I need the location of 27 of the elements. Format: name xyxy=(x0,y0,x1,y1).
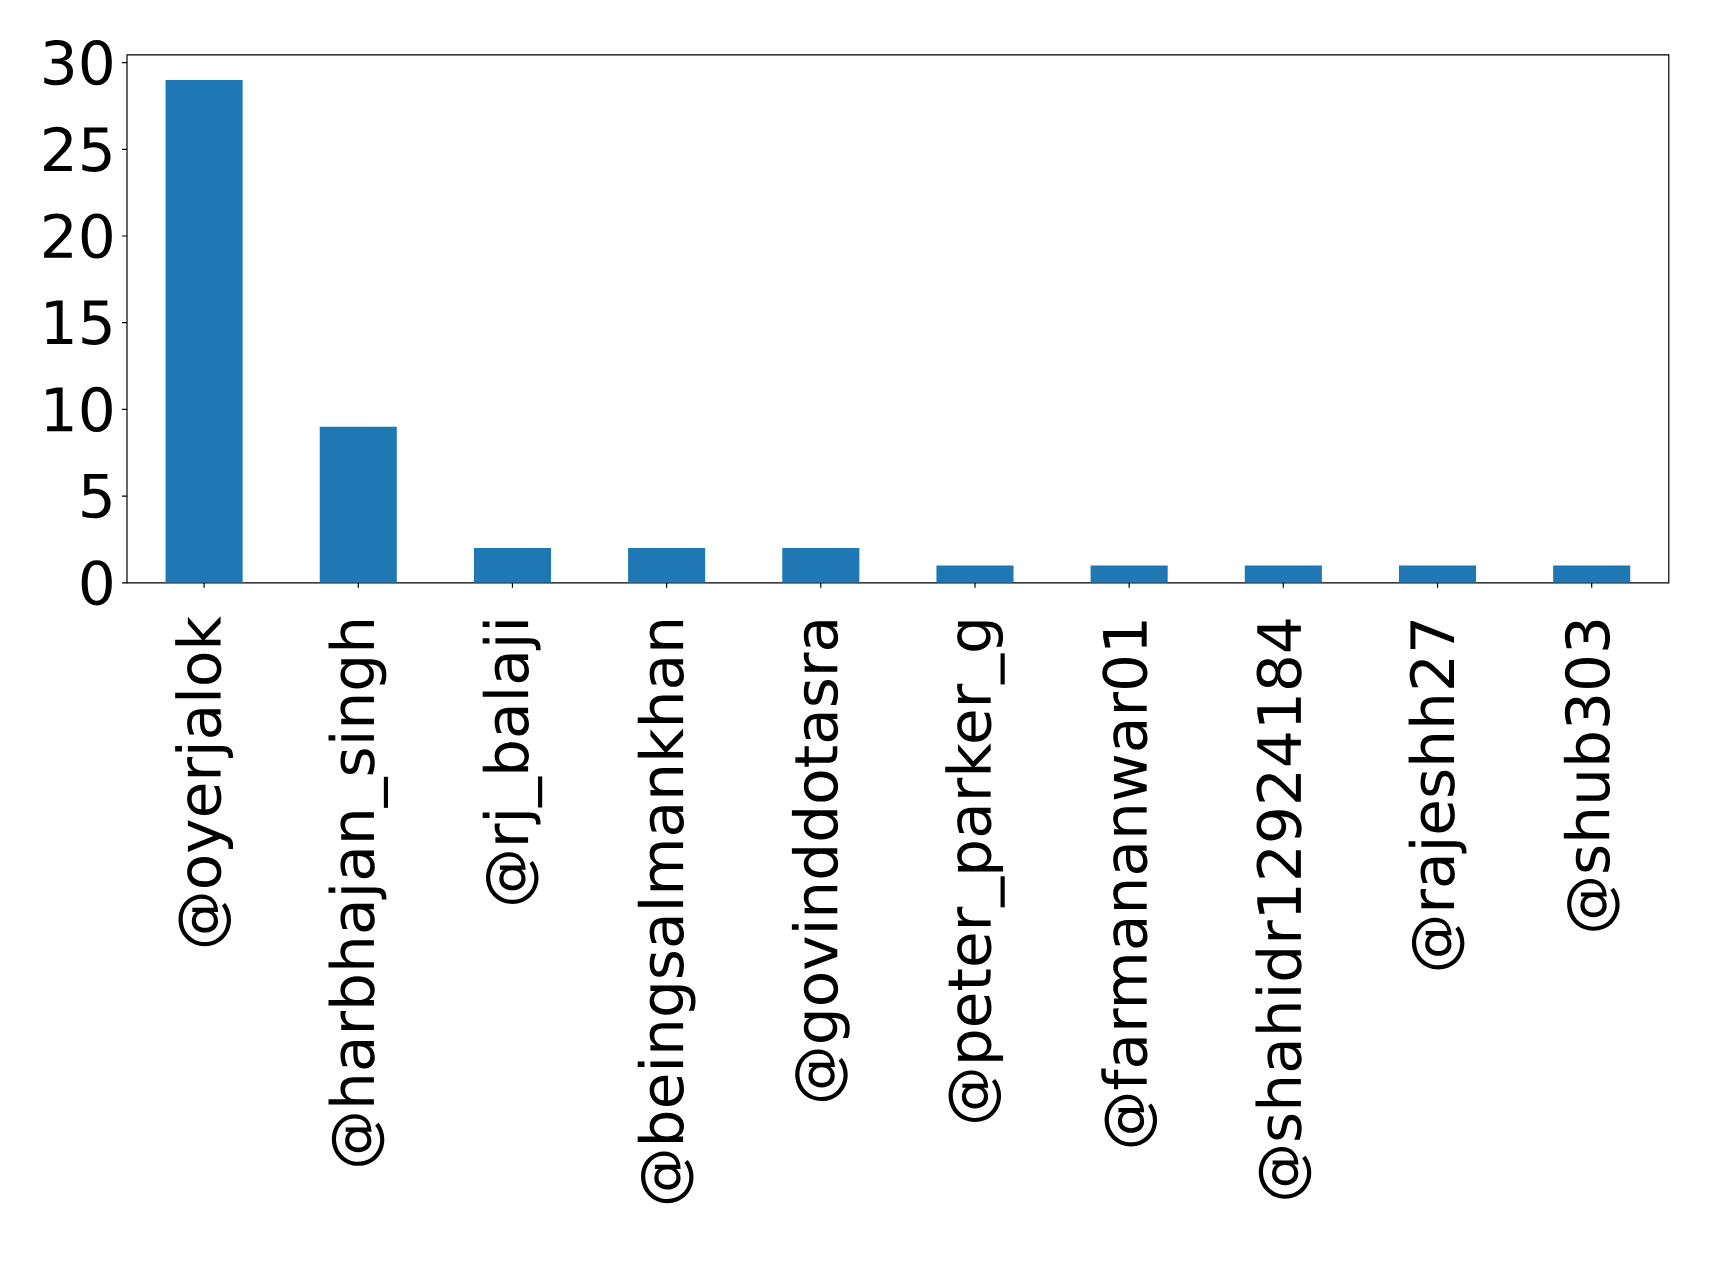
y-tick-label: 30 xyxy=(44,39,112,86)
x-tick-label: @rajeshh27 xyxy=(1408,621,1467,970)
y-tick-label: 20 xyxy=(44,213,112,259)
bar xyxy=(473,548,551,583)
bar xyxy=(165,79,243,583)
y-tick-label: 15 xyxy=(46,300,111,345)
bar xyxy=(1553,565,1631,583)
x-tick-label: @shahidr12924184 xyxy=(1255,619,1312,1199)
y-tick-label: 10 xyxy=(46,386,112,432)
x-tick-label: @shub303 xyxy=(1563,620,1620,931)
bar xyxy=(319,426,397,583)
x-tick-label: @harbhajan_singh xyxy=(328,620,389,1166)
bar xyxy=(1398,565,1477,583)
bar xyxy=(782,548,860,583)
x-tick-label: @beingsalmankhan xyxy=(637,620,696,1204)
x-tick-label: @peter_parker_g xyxy=(945,621,1005,1123)
bar xyxy=(1244,565,1322,583)
x-tick-label: @oyerjalok xyxy=(175,616,234,947)
x-tick-label: @govinddotasra xyxy=(791,621,850,1102)
bar xyxy=(936,565,1014,583)
y-tick-label: 25 xyxy=(44,126,111,172)
x-tick-label: @rj_balaji xyxy=(482,621,543,904)
y-tick-label: 5 xyxy=(82,473,111,519)
bar xyxy=(628,548,706,583)
x-tick-label: @farmananwar01 xyxy=(1101,621,1158,1147)
y-tick-label: 0 xyxy=(81,560,112,606)
bar xyxy=(1090,565,1168,583)
